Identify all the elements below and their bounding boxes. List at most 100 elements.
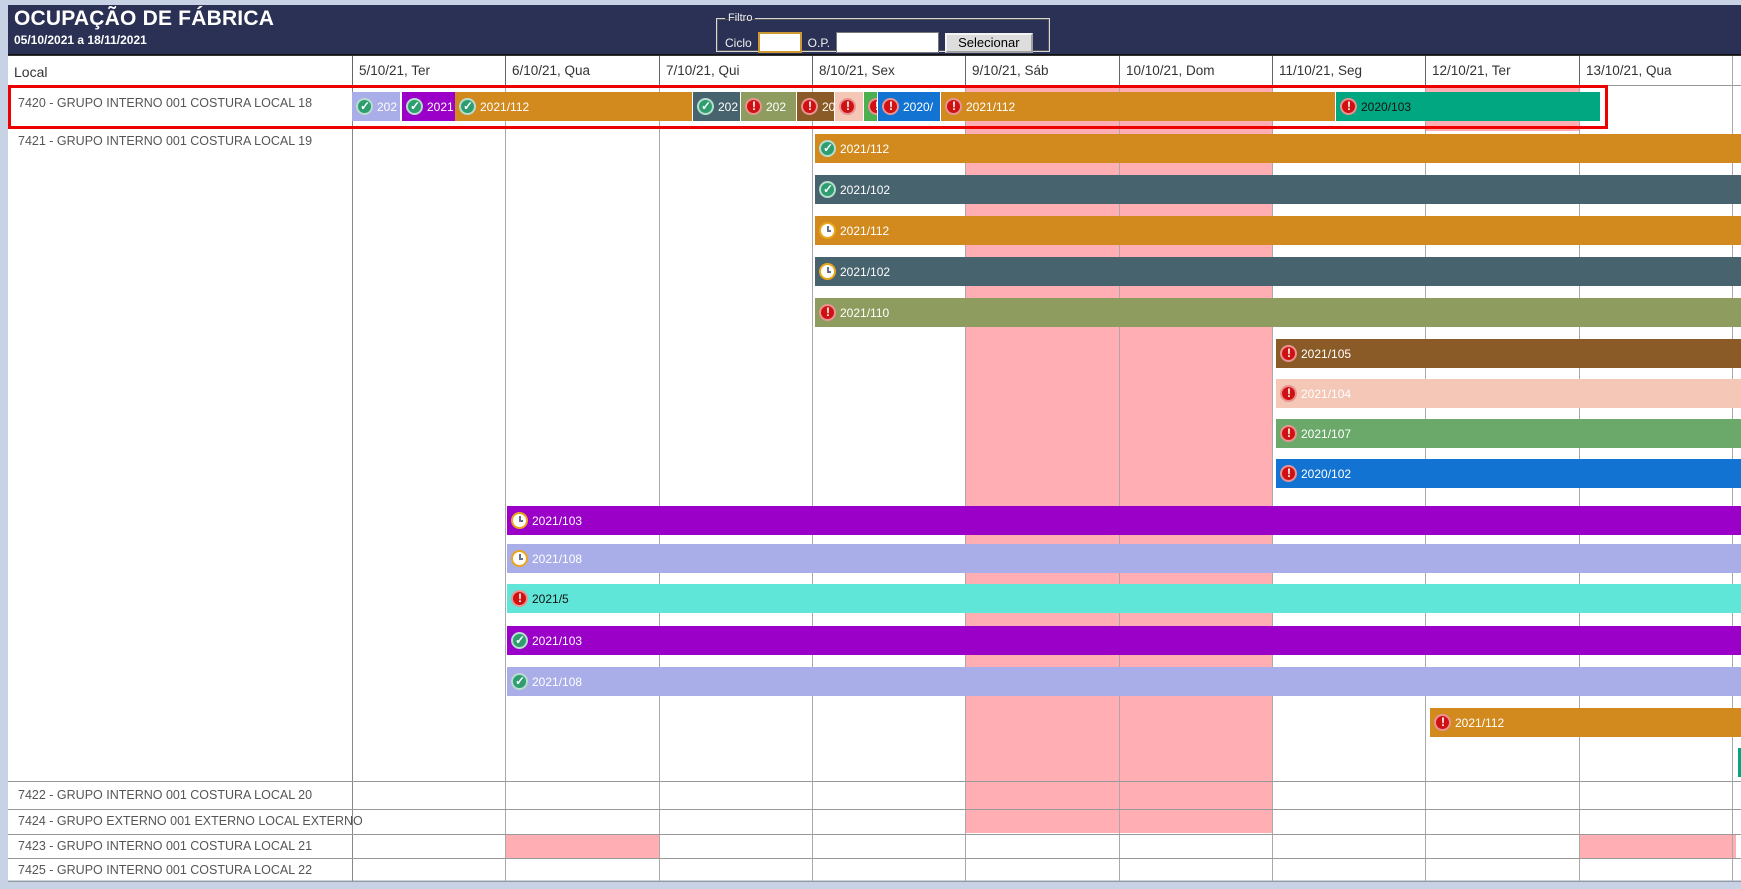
gantt-bar[interactable]: 2021/112: [941, 92, 1335, 121]
gantt-bar[interactable]: 2021/104: [1276, 379, 1741, 408]
gantt-bar[interactable]: 202: [741, 92, 796, 121]
gantt-bar[interactable]: 2021/112: [455, 92, 692, 121]
selecionar-button[interactable]: Selecionar: [945, 32, 1033, 53]
gantt-bar[interactable]: 2021: [402, 92, 455, 121]
gantt-chart: Local 5/10/21, Ter 6/10/21, Qua 7/10/21, Q…: [8, 55, 1741, 882]
row-gridline: [8, 781, 1741, 782]
alert-icon: [801, 98, 818, 115]
gantt-bar[interactable]: 2020/: [878, 92, 940, 121]
bar-label: 2021/103: [532, 513, 583, 528]
shaded-region-row-7423-qua-13-10: [1579, 834, 1736, 858]
check-icon: [459, 98, 476, 115]
row-label-7425[interactable]: 7425 - GRUPO INTERNO 001 COSTURA LOCAL 2…: [18, 863, 313, 877]
bar-label: 2021/5: [532, 591, 569, 606]
gantt-bar[interactable]: [1738, 748, 1741, 777]
bar-label: 2021/110: [840, 305, 890, 320]
alert-icon: [1280, 385, 1297, 402]
gantt-bar[interactable]: 2021/107: [1276, 419, 1741, 448]
alert-icon: [945, 98, 962, 115]
bar-label: 2021/105: [1301, 346, 1352, 361]
alert-icon: [839, 98, 856, 115]
clock-icon: [819, 263, 836, 280]
filter-group: Filtro Ciclo O.P. Selecionar: [716, 12, 1050, 53]
column-gridline: [659, 56, 660, 881]
bar-label: 2020/103: [1361, 99, 1412, 114]
row-label-7422[interactable]: 7422 - GRUPO INTERNO 001 COSTURA LOCAL 2…: [18, 788, 313, 802]
check-icon: [819, 140, 836, 157]
gantt-bar[interactable]: 202: [352, 92, 400, 121]
row-gridline: [8, 809, 1741, 810]
bar-label: 2021/112: [840, 223, 890, 238]
clock-icon: [511, 512, 528, 529]
gantt-bar[interactable]: 2021/5: [507, 584, 1741, 613]
bar-label: 2020/102: [1301, 466, 1352, 481]
page-title: OCUPAÇÃO DE FÁBRICA: [14, 7, 275, 30]
bar-label: 2021/108: [532, 551, 583, 566]
column-header-date: 7/10/21, Qui: [659, 56, 812, 85]
gantt-bar[interactable]: 2021/102: [815, 257, 1741, 286]
gantt-bar[interactable]: 2021/112: [1430, 708, 1741, 737]
row-label-7421[interactable]: 7421 - GRUPO INTERNO 001 COSTURA LOCAL 1…: [18, 134, 313, 148]
column-header-date: 10/10/21, Dom: [1119, 56, 1272, 85]
bar-label: 2021/102: [840, 264, 891, 279]
column-header-date: 12/10/21, Ter: [1425, 56, 1579, 85]
column-header-date: 6/10/21, Qua: [505, 56, 659, 85]
check-icon: [406, 98, 423, 115]
gantt-bar[interactable]: 20: [797, 92, 834, 121]
gantt-bar[interactable]: 202: [693, 92, 740, 121]
bar-label: 202: [377, 99, 398, 114]
shaded-region-row-7423-qua-6-10: [505, 834, 659, 858]
gantt-bar[interactable]: 2021/112: [815, 134, 1741, 163]
date-range: 05/10/2021 a 18/11/2021: [14, 33, 147, 47]
column-header-date: 11/10/21, Seg: [1272, 56, 1425, 85]
gantt-bar[interactable]: 2021/112: [815, 216, 1741, 245]
bar-label: 202: [718, 99, 739, 114]
column-gridline: [812, 56, 813, 881]
row-label-7423[interactable]: 7423 - GRUPO INTERNO 001 COSTURA LOCAL 2…: [18, 839, 313, 853]
column-gridline: [505, 56, 506, 881]
bar-label: 2021/104: [1301, 386, 1352, 401]
gantt-bar[interactable]: 2021/108: [507, 667, 1741, 696]
local-column-header: Local: [14, 64, 48, 80]
column-header-date: 8/10/21, Sex: [812, 56, 965, 85]
alert-icon: [511, 590, 528, 607]
check-icon: [511, 632, 528, 649]
bar-label: 2021/107: [1301, 426, 1352, 441]
column-header-date: 5/10/21, Ter: [352, 56, 505, 85]
gantt-bar[interactable]: 2020/103: [1336, 92, 1600, 121]
column-gridline: [1272, 56, 1273, 881]
filter-legend: Filtro: [728, 12, 753, 24]
app-window: OCUPAÇÃO DE FÁBRICA 05/10/2021 a 18/11/2…: [8, 5, 1741, 882]
alert-icon: [1280, 345, 1297, 362]
gantt-bar[interactable]: 2021/105: [1276, 339, 1741, 368]
alert-icon: [882, 98, 899, 115]
bar-label: 20: [822, 99, 834, 114]
column-gridline: [352, 56, 353, 881]
column-gridline: [965, 56, 966, 881]
gantt-bar[interactable]: 2021/103: [507, 506, 1741, 535]
gantt-bar[interactable]: 2020/102: [1276, 459, 1741, 488]
ciclo-input[interactable]: [757, 32, 802, 53]
gantt-bar[interactable]: [864, 92, 877, 121]
op-input[interactable]: [836, 32, 940, 53]
gantt-bar[interactable]: 2021/103: [507, 626, 1741, 655]
bar-label: 202: [766, 99, 787, 114]
check-icon: [511, 673, 528, 690]
row-label-7424[interactable]: 7424 - GRUPO EXTERNO 001 EXTERNO LOCAL E…: [18, 814, 363, 828]
bar-label: 2021/112: [840, 141, 890, 156]
gantt-bar[interactable]: 2021/108: [507, 544, 1741, 573]
bar-label: 2021/112: [966, 99, 1016, 114]
alert-icon: [868, 98, 877, 115]
check-icon: [697, 98, 714, 115]
title-bar: OCUPAÇÃO DE FÁBRICA 05/10/2021 a 18/11/2…: [8, 5, 1741, 55]
alert-icon: [819, 304, 836, 321]
gantt-bar[interactable]: 2021/102: [815, 175, 1741, 204]
alert-icon: [1434, 714, 1451, 731]
gantt-bar[interactable]: 2021/110: [815, 298, 1741, 327]
bar-label: 2021/102: [840, 182, 891, 197]
check-icon: [356, 98, 373, 115]
row-gridline: [8, 881, 1741, 882]
row-gridline: [8, 85, 1741, 86]
row-label-7420[interactable]: 7420 - GRUPO INTERNO 001 COSTURA LOCAL 1…: [18, 96, 313, 110]
gantt-bar[interactable]: [835, 92, 863, 121]
